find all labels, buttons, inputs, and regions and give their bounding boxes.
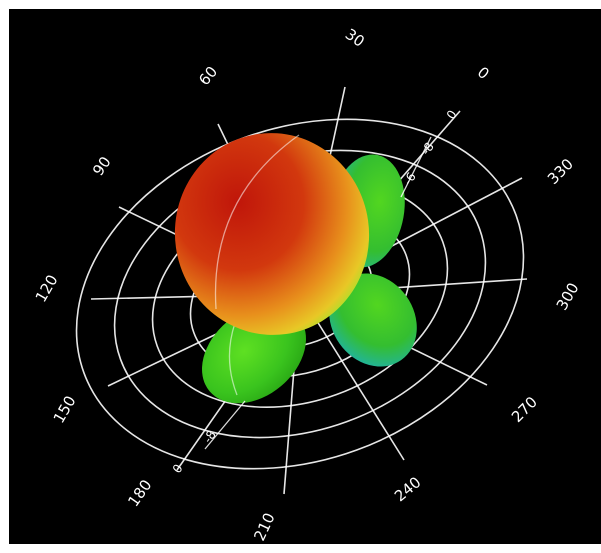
- angle-label-90: 90: [89, 153, 115, 179]
- angle-label-180: 180: [124, 476, 155, 510]
- radiation-pattern-panel: 0 30 60 90 120 150 180 210 240 270 300 3…: [9, 9, 601, 544]
- radial-label-top-minus-6: -6: [401, 170, 419, 188]
- angle-label-330: 330: [544, 155, 577, 188]
- radial-label-bottom-0: 0: [170, 462, 186, 476]
- angle-label-210: 210: [250, 510, 278, 544]
- angle-label-300: 300: [553, 280, 583, 314]
- angle-label-150: 150: [50, 393, 80, 427]
- main-lobe-seam: [214, 134, 300, 310]
- angle-label-60: 60: [195, 63, 221, 89]
- lobe-front-right: [329, 273, 417, 367]
- angle-label-240: 240: [391, 473, 425, 505]
- angle-label-270: 270: [508, 393, 541, 426]
- angle-label-0: 0: [474, 63, 493, 83]
- radial-axis-bottom: [204, 400, 246, 450]
- main-lobe: [174, 133, 370, 335]
- angle-label-120: 120: [32, 272, 62, 306]
- radiation-pattern-plot: 0 30 60 90 120 150 180 210 240 270 300 3…: [32, 25, 583, 544]
- lobe-front-left-seam: [228, 322, 238, 396]
- radiation-lobes: [174, 133, 432, 450]
- angle-label-30: 30: [342, 25, 368, 51]
- radial-label-top-0: 0: [444, 108, 460, 122]
- radial-axis-top: [400, 136, 432, 198]
